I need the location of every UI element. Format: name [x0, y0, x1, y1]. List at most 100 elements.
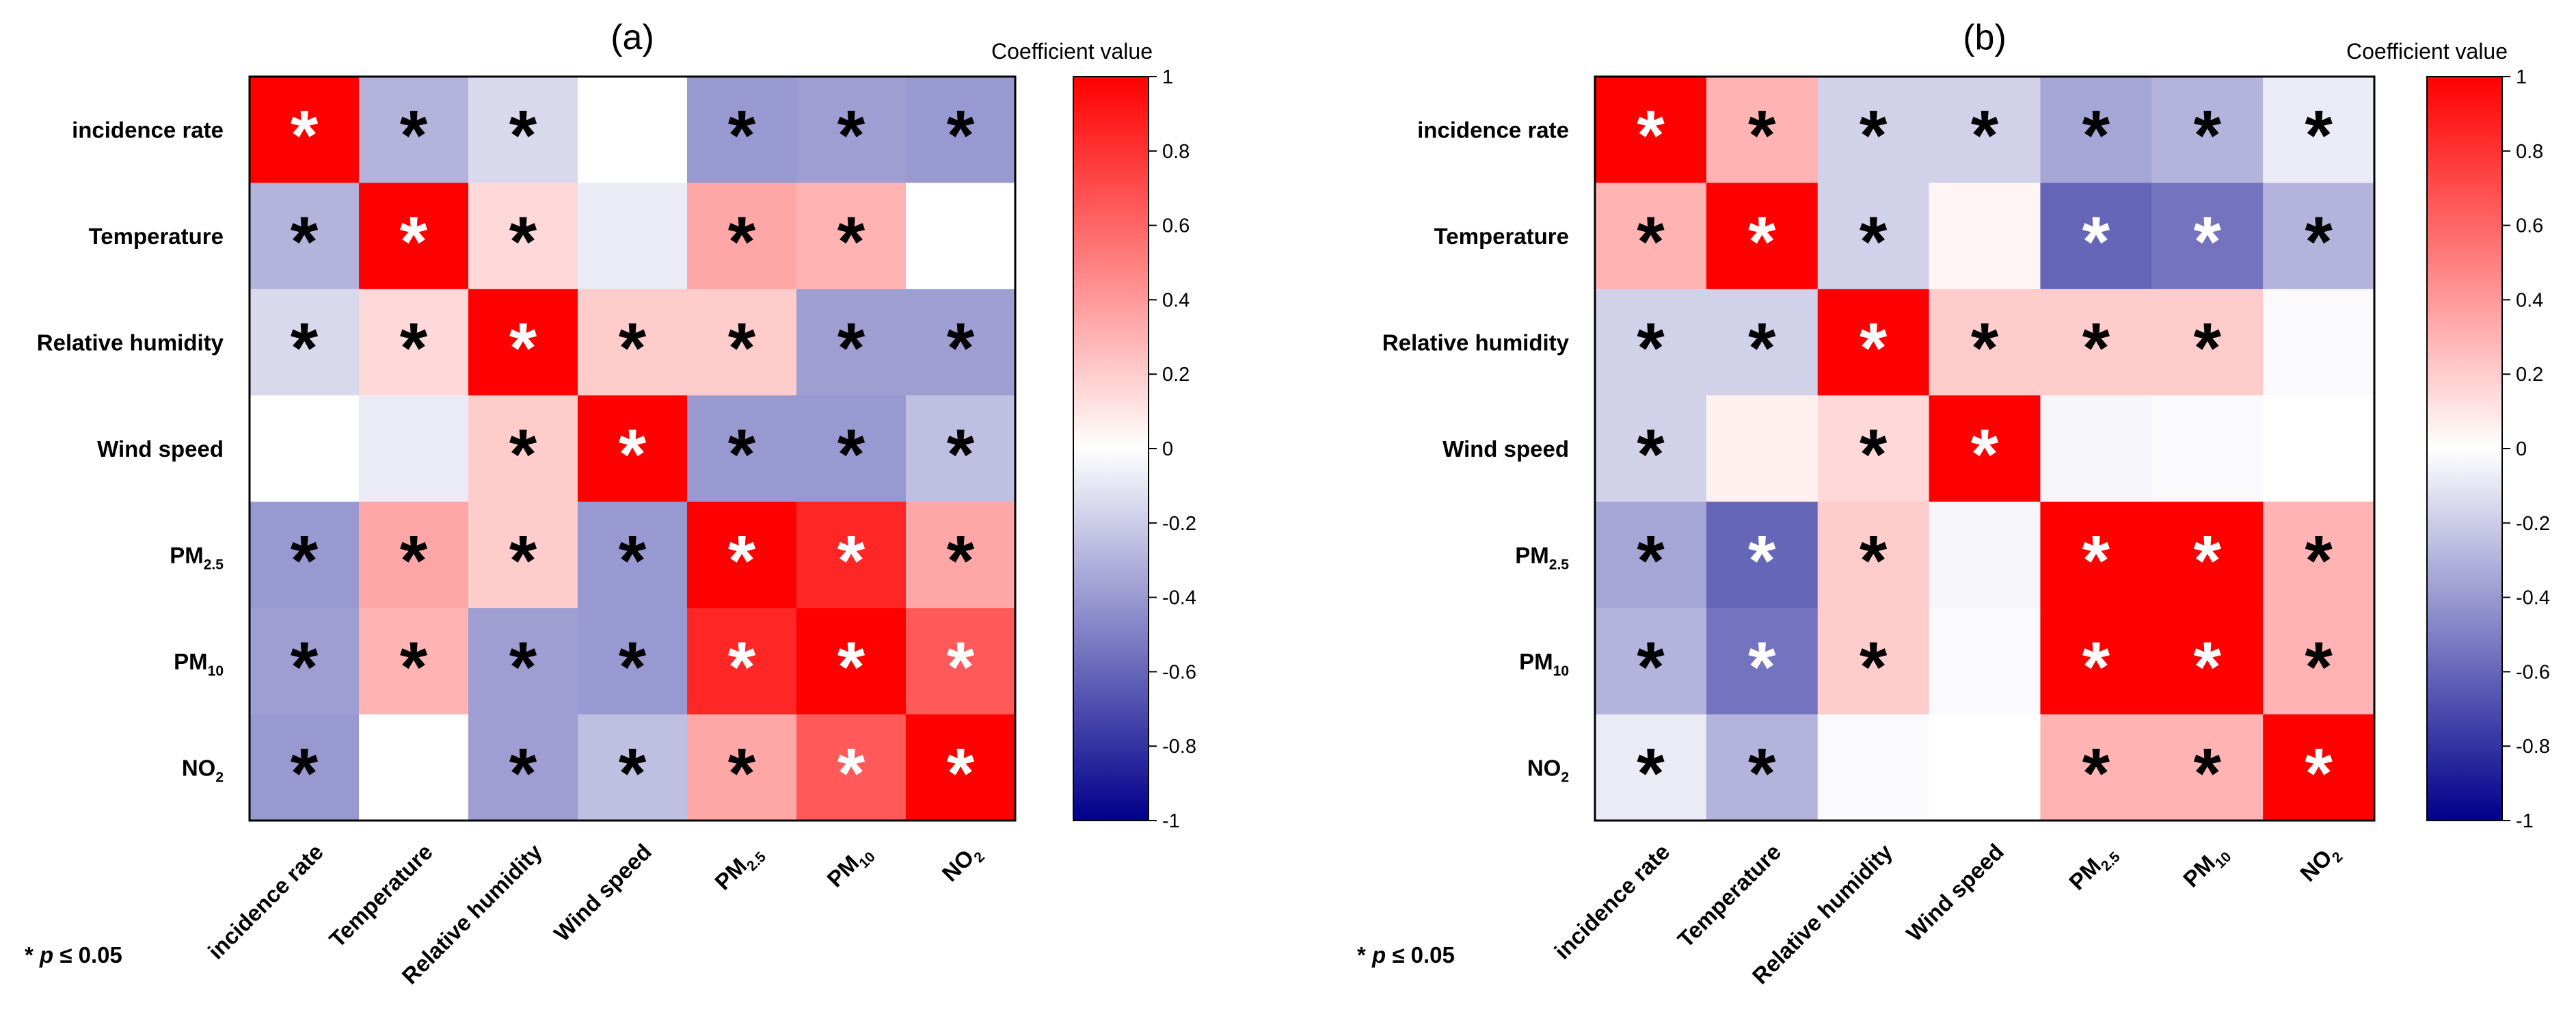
- colorbar-tick-label: 1: [1162, 66, 1173, 88]
- heatmap-cell: [687, 608, 797, 715]
- heatmap-cell: [687, 501, 797, 609]
- colorbar-tick-label: 0.6: [2516, 215, 2543, 237]
- significance-star: *: [291, 521, 319, 600]
- significance-star: *: [1748, 521, 1776, 600]
- significance-star: *: [837, 96, 866, 176]
- colorbar-tick-label: -0.8: [1162, 736, 1196, 758]
- panel-b-row-labels: incidence rate Temperature Relative humidi…: [1382, 118, 1570, 786]
- panel-a-row-labels: incidence rate Temperature Relative humidi…: [37, 118, 224, 786]
- panel-a-colorbar-gradient: [1073, 76, 1149, 821]
- significance-star: *: [291, 309, 319, 388]
- significance-star: *: [1971, 96, 1999, 176]
- significance-star: *: [2193, 521, 2221, 600]
- heatmap-cell: [2263, 608, 2375, 715]
- significance-star: *: [1637, 415, 1665, 494]
- heatmap-cell: [2040, 501, 2152, 609]
- row-label: incidence rate: [72, 118, 224, 143]
- row-label: NO2: [1527, 755, 1569, 785]
- panel-b-stars: * * * * * * * * * * * * * * * * * * * * * * * * * * * * * * * * * * * * * * *: [1637, 96, 2333, 814]
- column-label: PM10: [822, 839, 878, 896]
- heatmap-cell: [1706, 289, 1819, 396]
- significance-star: *: [728, 521, 756, 600]
- heatmap-cell: [250, 395, 360, 503]
- heatmap-cell: [1595, 183, 1707, 290]
- colorbar-tick-label: -0.2: [2516, 513, 2550, 535]
- heatmap-cell: [578, 395, 688, 503]
- significance-star: *: [2305, 734, 2333, 813]
- panel-b-colorbar-ticks: 1 0.8 0.6 0.4 0.2 0 -0.2 -0.4 -0.6 -0.8 -1: [2502, 66, 2550, 832]
- heatmap-cell: [468, 714, 578, 821]
- row-label: Wind speed: [1443, 436, 1569, 462]
- heatmap-cell: [906, 395, 1016, 503]
- significance-star: *: [2193, 309, 2221, 388]
- significance-star: *: [837, 734, 866, 813]
- heatmap-cell: [578, 77, 688, 184]
- significance-star: *: [2082, 202, 2110, 282]
- significance-star: *: [2082, 521, 2110, 600]
- heatmap-cell: [250, 714, 360, 821]
- significance-star: *: [947, 628, 975, 707]
- significance-star: *: [1971, 415, 1999, 494]
- heatmap-cell: [1929, 183, 2041, 290]
- heatmap-cell: [359, 395, 469, 503]
- heatmap-cell: [687, 714, 797, 821]
- colorbar-tick-label: 0.2: [1162, 364, 1190, 386]
- significance-star: *: [509, 415, 537, 494]
- heatmap-cell: [1595, 395, 1707, 503]
- significance-star: *: [2082, 628, 2110, 707]
- heatmap-cell: [906, 77, 1016, 184]
- heatmap-cell: [468, 289, 578, 396]
- heatmap-cell: [2151, 501, 2264, 609]
- heatmap-cell: [250, 608, 360, 715]
- panel-b-note: * p ≤ 0.05: [1357, 942, 1455, 968]
- panel-a: (a) * * * * * ** * * * ** * * * * * ** * * * ** * * * * * ** * * * * *…: [37, 18, 1017, 989]
- heatmap-cell: [687, 289, 797, 396]
- colorbar-tick-label: 0.2: [2516, 364, 2543, 386]
- significance-star: *: [2193, 96, 2221, 176]
- significance-star: *: [2193, 734, 2221, 813]
- significance-star: *: [2082, 309, 2110, 388]
- heatmap-cell: [1817, 77, 1930, 184]
- heatmap-cell: [1929, 395, 2041, 503]
- significance-star: *: [619, 309, 647, 388]
- significance-star: *: [1748, 96, 1776, 176]
- panel-a-colorbar-ticks: 1 0.8 0.6 0.4 0.2 0 -0.2 -0.4 -0.6 -0.8 -1: [1149, 66, 1196, 832]
- heatmap-cell: [1929, 714, 2041, 821]
- colorbar-tick-label: -1: [2516, 810, 2534, 832]
- significance-star: *: [837, 309, 866, 388]
- heatmap-cell: [359, 77, 469, 184]
- significance-star: *: [1748, 628, 1776, 707]
- heatmap-cell: [2151, 183, 2264, 290]
- significance-star: *: [509, 309, 537, 388]
- heatmap-cell: [2040, 183, 2152, 290]
- heatmap-cell: [687, 183, 797, 290]
- significance-star: *: [947, 521, 975, 600]
- significance-star: *: [837, 202, 866, 282]
- significance-star: *: [619, 628, 647, 707]
- significance-star: *: [1860, 309, 1888, 388]
- heatmap-cell: [250, 77, 360, 184]
- heatmap-cell: [796, 183, 907, 290]
- panel-a-frame: [248, 75, 1017, 822]
- heatmap-cell: [2040, 714, 2152, 821]
- colorbar-tick-label: -0.4: [2516, 587, 2550, 609]
- significance-star: *: [2082, 734, 2110, 813]
- heatmap-cell: [2040, 77, 2152, 184]
- heatmap-cell: [359, 501, 469, 609]
- heatmap-cell: [468, 501, 578, 609]
- row-label: Relative humidity: [1382, 330, 1570, 356]
- heatmap-cell: [2263, 289, 2375, 396]
- column-label: Temperature: [324, 839, 438, 953]
- significance-star: *: [837, 415, 866, 494]
- heatmap-cell: [2263, 77, 2375, 184]
- significance-star: *: [1637, 96, 1665, 176]
- heatmap-cell: [250, 501, 360, 609]
- heatmap-cell: [1929, 289, 2041, 396]
- significance-star: *: [1860, 521, 1888, 600]
- heatmap-cell: [250, 183, 360, 290]
- significance-star: *: [1637, 521, 1665, 600]
- significance-star: *: [1860, 628, 1888, 707]
- heatmap-cell: [1706, 395, 1819, 503]
- significance-star: *: [2082, 96, 2110, 176]
